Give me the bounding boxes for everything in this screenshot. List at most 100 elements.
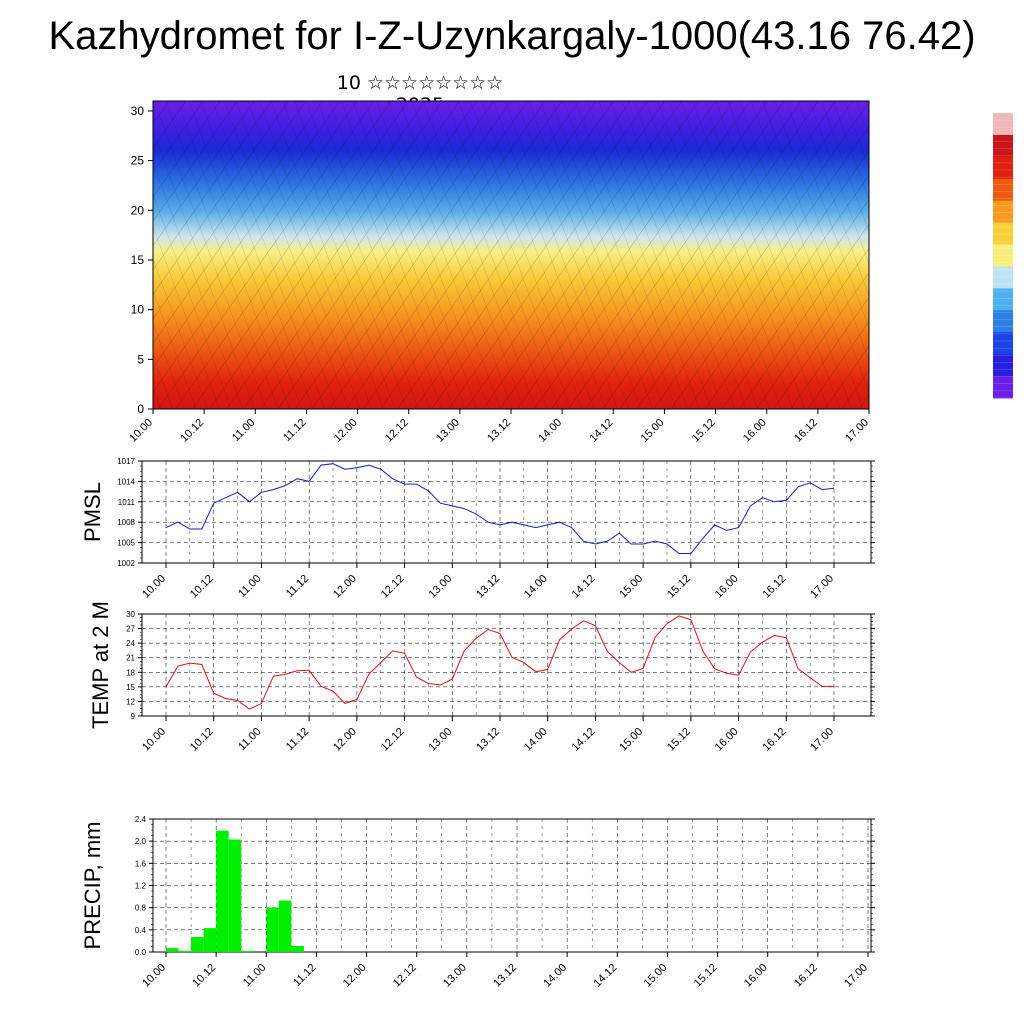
heatmap-x-tick-label: 11.00	[230, 417, 257, 444]
colorbar-swatch	[993, 244, 1013, 267]
heatmap-panel: 0 5 10 15 20 25 30 10.00 10.12 11.00 11.12 12.00 12.…	[127, 100, 871, 445]
pmsl-x-tick-label: 15.00	[617, 573, 645, 601]
heatmap-y-tick-label: 20	[131, 203, 145, 217]
precip-x-tick-label: 15.12	[692, 962, 720, 990]
temp-x-tick-label: 11.00	[236, 726, 263, 753]
heatmap-y-tick-label: 5	[137, 352, 144, 366]
colorbar-swatch	[993, 332, 1013, 355]
temp-y-tick-label: 30	[126, 610, 135, 619]
precip-bar	[291, 945, 304, 952]
pmsl-series-line	[165, 463, 835, 554]
temp-frame	[141, 613, 872, 717]
heatmap-x-tick-label: 11.12	[281, 417, 308, 444]
colorbar-swatch	[993, 200, 1013, 224]
precip-x-tick-label: 16.12	[792, 962, 820, 990]
precip-bar	[266, 907, 279, 952]
pmsl-x-tick-label: 12.00	[331, 573, 359, 601]
precip-bar	[241, 950, 254, 952]
heatmap-y-tick-label: 10	[131, 303, 145, 317]
precip-x-tick-label: 11.00	[241, 962, 268, 989]
pmsl-y-tick-label: 1002	[117, 559, 135, 568]
pmsl-panel: 1002 1005 1008 1011 1014 1017 10.00 10.12 11.00 1…	[80, 457, 875, 601]
heatmap-y-tick-label: 30	[131, 104, 145, 118]
pmsl-y-tick-label: 1008	[117, 518, 135, 527]
pmsl-x-tick-label: 13.00	[426, 573, 454, 601]
temp-x-tick-label: 14.00	[522, 726, 550, 754]
colorbar-swatch	[993, 156, 1013, 180]
temp-y-tick-label: 18	[126, 668, 135, 677]
heatmap-x-tick-label: 15.00	[639, 417, 667, 445]
pmsl-x-tick-label: 16.12	[760, 573, 788, 601]
colorbar-swatch	[993, 266, 1013, 289]
precip-bar	[178, 950, 192, 952]
colorbar-swatch	[993, 288, 1013, 311]
colorbar-swatch	[993, 354, 1013, 377]
precip-x-tick-label: 15.00	[642, 962, 670, 990]
temp-x-tick-label: 12.00	[331, 726, 359, 754]
heatmap-y-tick-label: 15	[131, 253, 145, 267]
pmsl-y-tick-label: 1005	[117, 539, 135, 548]
precip-bar	[216, 830, 229, 952]
heatmap-x-tick-label: 10.00	[127, 417, 155, 445]
temp-y-tick-label: 15	[126, 683, 135, 692]
pmsl-y-tick-label: 1014	[117, 477, 135, 486]
pmsl-x-tick-label: 11.12	[284, 573, 311, 600]
precip-x-tick-label: 10.00	[140, 962, 168, 990]
temp-panel: 9 12 15 18 21 24 27 30 10.00 10.12 11.00 11.12 12.00…	[88, 601, 875, 754]
precip-x-tick-label: 12.00	[341, 962, 369, 990]
temp-x-tick-label: 17.00	[808, 726, 836, 754]
heatmap-x-tick-label: 16.00	[741, 417, 769, 445]
temp-y-tick-label: 27	[126, 625, 135, 634]
precip-x-tick-label: 10.12	[190, 962, 218, 990]
temp-x-tick-label: 13.00	[426, 726, 454, 754]
temp-y-tick-label: 24	[126, 639, 135, 648]
temp-x-tick-label: 10.00	[140, 726, 168, 754]
precip-x-tick-label: 13.00	[441, 962, 469, 990]
precip-y-tick-label: 2.4	[135, 815, 147, 824]
heatmap-x-tick-label: 12.00	[332, 417, 360, 445]
temp-y-axis-label: TEMP at 2 M	[88, 601, 113, 729]
colorbar-swatch	[993, 134, 1013, 158]
precip-y-axis-label: PRECIP, mm	[80, 822, 105, 950]
heatmap-x-tick-label: 13.00	[434, 417, 462, 445]
temp-x-tick-label: 10.12	[188, 726, 216, 754]
precip-y-tick-label: 0.8	[135, 904, 147, 913]
precip-x-tick-label: 14.00	[541, 962, 569, 990]
precip-y-tick-label: 0.4	[135, 926, 147, 935]
temp-series-line	[165, 615, 834, 710]
colorbar	[993, 112, 1013, 399]
temp-x-tick-label: 12.12	[379, 726, 407, 754]
temp-x-tick-label: 16.12	[760, 726, 788, 754]
precip-x-tick-label: 14.12	[591, 962, 619, 990]
colorbar-swatch	[993, 310, 1013, 333]
pmsl-frame	[141, 460, 872, 564]
pmsl-y-tick-label: 1011	[118, 498, 136, 507]
pmsl-x-tick-label: 14.12	[570, 573, 598, 601]
pmsl-x-tick-label: 11.00	[236, 573, 263, 600]
heatmap-x-tick-label: 12.12	[383, 417, 411, 445]
precip-x-tick-label: 13.12	[491, 962, 519, 990]
temp-x-tick-label: 11.12	[284, 726, 311, 753]
heatmap-x-tick-label: 14.12	[587, 417, 615, 445]
precip-x-tick-label: 11.12	[291, 962, 318, 989]
temp-x-tick-label: 14.12	[570, 726, 598, 754]
colorbar-swatch	[993, 222, 1013, 246]
pmsl-x-tick-label: 15.12	[665, 573, 693, 601]
precip-y-tick-label: 0.0	[135, 948, 147, 957]
heatmap-x-tick-label: 17.00	[843, 417, 871, 445]
colorbar-swatch	[993, 178, 1013, 202]
heatmap-x-tick-label: 16.12	[792, 417, 820, 445]
heatmap-x-tick-label: 14.00	[536, 417, 564, 445]
pmsl-y-tick-label: 1017	[117, 457, 135, 466]
precip-y-tick-label: 1.6	[135, 859, 147, 868]
precip-bar	[278, 900, 292, 952]
temp-x-tick-label: 15.00	[617, 726, 645, 754]
heatmap-x-tick-label: 13.12	[485, 417, 513, 445]
temp-x-tick-label: 16.00	[713, 726, 741, 754]
heatmap-x-tick-label: 15.12	[690, 417, 718, 445]
chart-title: Kazhydromet for I-Z-Uzynkargaly-1000(43.…	[48, 14, 976, 58]
precip-x-tick-label: 12.12	[391, 962, 419, 990]
pmsl-x-tick-label: 10.00	[140, 573, 168, 601]
precip-bar	[228, 839, 242, 952]
